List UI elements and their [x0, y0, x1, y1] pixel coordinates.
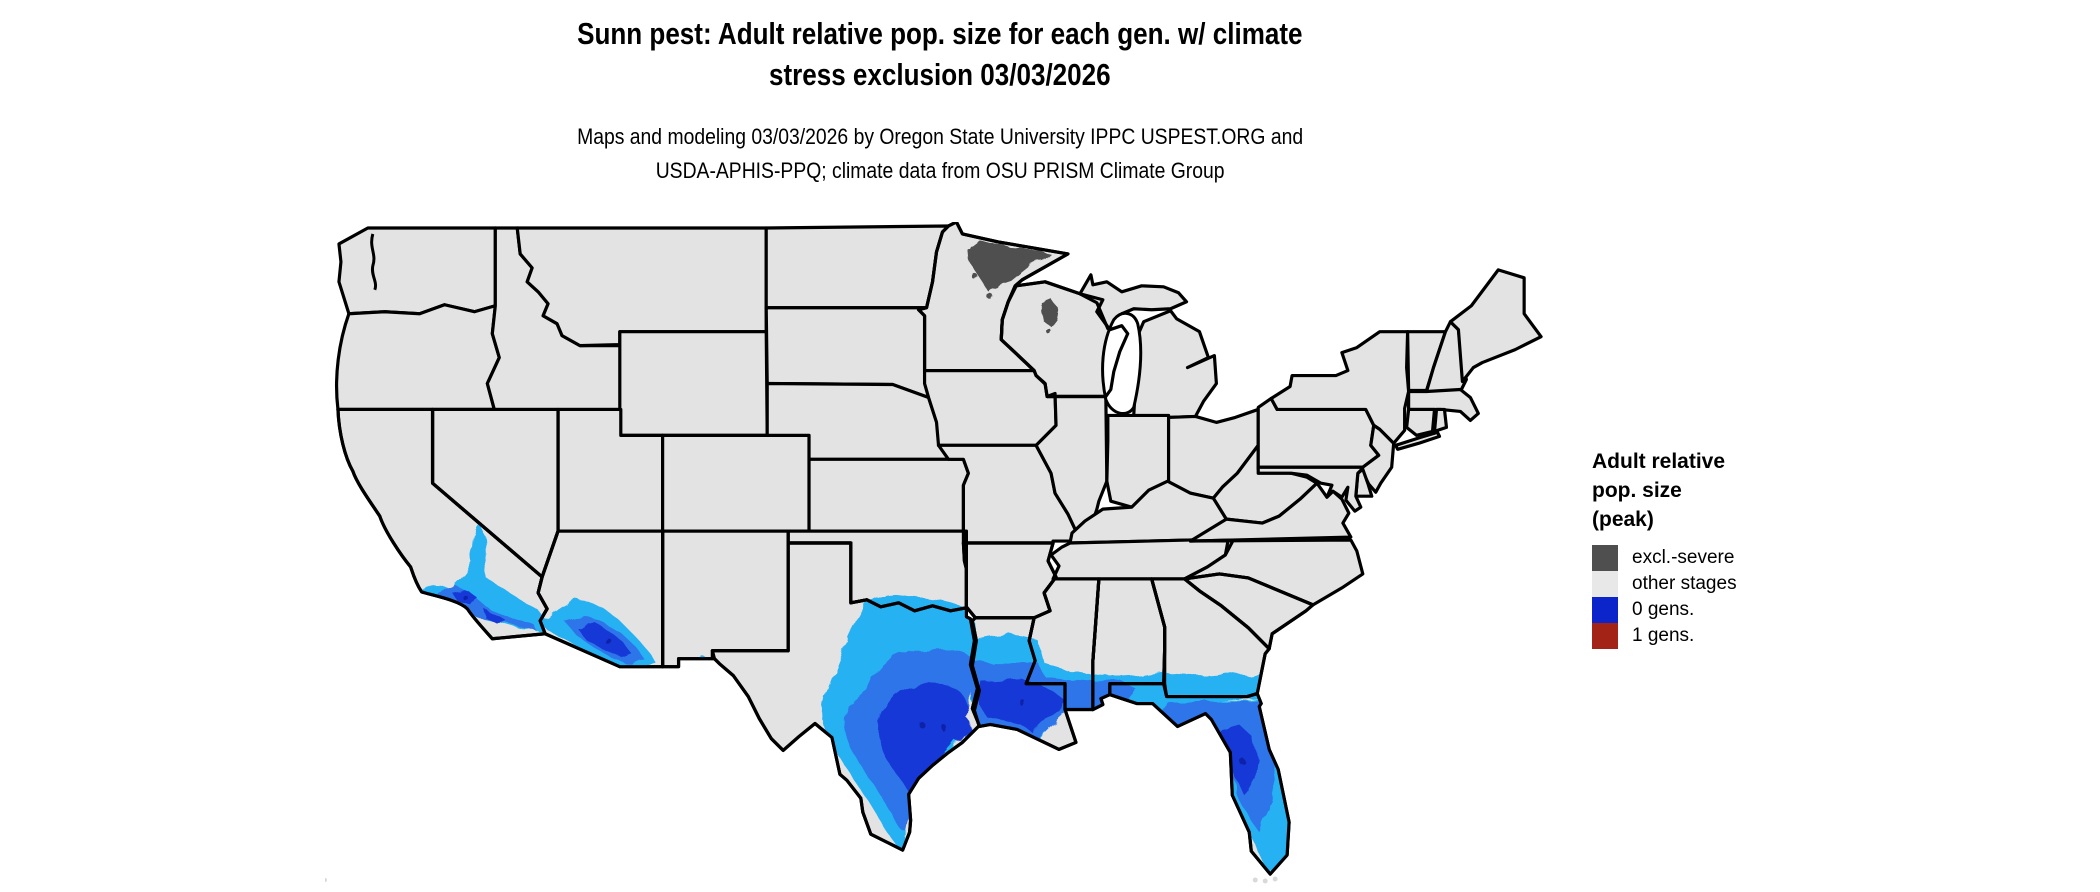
- florida-keys: [325, 876, 1278, 884]
- us-map-svg: [325, 222, 1543, 884]
- state-rhode-island: [1432, 407, 1449, 433]
- figure-title: Sunn pest: Adult relative pop. size for …: [280, 14, 1600, 96]
- state-new-mexico: [661, 529, 790, 669]
- state-iowa: [922, 368, 1058, 447]
- title-line-1: Sunn pest: Adult relative pop. size for …: [577, 16, 1303, 51]
- state-washington: [337, 226, 497, 316]
- legend-swatch-excl-severe: [1592, 544, 1618, 571]
- legend-label-other-stages: other stages: [1632, 572, 1737, 594]
- legend-title: Adult relative pop. size (peak): [1592, 448, 1812, 535]
- legend-item-excl-severe: excl.-severe: [1592, 544, 1812, 571]
- state-maine: [1448, 268, 1543, 384]
- pop-zone-navy-speckles: [461, 594, 1245, 764]
- legend-swatch-1-gens: [1592, 622, 1618, 649]
- state-connecticut: [1405, 407, 1437, 437]
- state-maryland: [1256, 465, 1365, 513]
- figure-subtitle: Maps and modeling 03/03/2026 by Oregon S…: [280, 120, 1600, 188]
- legend-label-excl-severe: excl.-severe: [1632, 546, 1735, 568]
- legend-swatch-0-gens: [1592, 596, 1618, 623]
- excl-severe-region: [967, 239, 1059, 334]
- subtitle-line-2: USDA-APHIS-PPQ; climate data from OSU PR…: [655, 157, 1225, 183]
- state-illinois: [1034, 391, 1109, 533]
- state-michigan-lower-peninsula: [1132, 309, 1218, 420]
- us-map: [325, 222, 1560, 885]
- subtitle-line-1: Maps and modeling 03/03/2026 by Oregon S…: [576, 124, 1303, 149]
- legend-label-1-gens: 1 gens.: [1632, 624, 1695, 646]
- title-line-2: stress exclusion 03/03/2026: [769, 56, 1111, 92]
- pop-zone-deep: [452, 588, 1259, 797]
- legend-swatch-other-stages: [1592, 570, 1618, 597]
- legend-item-0-gens: 0 gens.: [1592, 596, 1812, 623]
- legend-title-line-2: pop. size: [1592, 478, 1682, 502]
- state-north-dakota: [764, 224, 951, 310]
- state-wyoming: [618, 330, 769, 437]
- state-colorado: [661, 433, 811, 533]
- long-island: [1394, 430, 1442, 451]
- state-oregon: [335, 303, 501, 412]
- legend: Adult relative pop. size (peak) excl.-se…: [1592, 448, 1812, 649]
- legend-title-line-3: (peak): [1592, 507, 1654, 531]
- legend-items: excl.-severe other stages 0 gens. 1 gens…: [1592, 544, 1812, 649]
- legend-label-0-gens: 0 gens.: [1632, 598, 1695, 620]
- legend-item-1-gens: 1 gens.: [1592, 622, 1812, 649]
- puget-sound: [370, 233, 377, 291]
- state-arkansas: [961, 541, 1058, 620]
- legend-item-other-stages: other stages: [1592, 570, 1812, 597]
- legend-title-line-1: Adult relative: [1592, 450, 1726, 473]
- state-kansas: [807, 457, 970, 533]
